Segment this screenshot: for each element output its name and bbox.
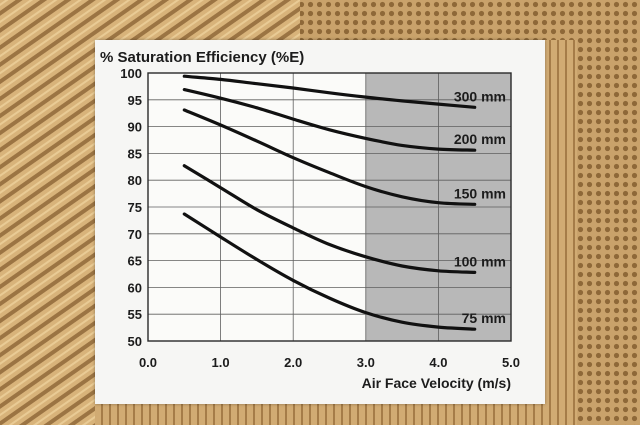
series-line-3: [182, 164, 477, 274]
y-tick-label-9: 95: [128, 93, 142, 108]
y-tick-labels: 50 55 60 65 70 75 80 85 90 95 100: [120, 66, 142, 349]
plot-frame: [147, 72, 512, 342]
plot-area: [147, 72, 512, 342]
series-line-4: [182, 212, 477, 331]
y-tick-label-1: 55: [128, 307, 142, 322]
efficiency-chart: % Saturation Efficiency (%E) Air Face Ve…: [100, 49, 520, 391]
y-tick-label-7: 85: [128, 146, 142, 161]
series-line-1: [182, 88, 477, 152]
x-tick-label-5: 5.0: [502, 355, 520, 370]
chart-title: % Saturation Efficiency (%E): [100, 49, 304, 66]
series-line-2: [182, 108, 477, 206]
y-tick-label-6: 80: [128, 173, 142, 188]
series-label-0: 300 mm: [454, 88, 506, 104]
series-label-4: 75 mm: [462, 310, 506, 326]
y-tick-label-0: 50: [128, 334, 142, 349]
y-tick-label-10: 100: [120, 66, 142, 81]
y-tick-label-5: 75: [128, 200, 142, 215]
y-tick-label-3: 65: [128, 254, 142, 269]
series-labels: 300 mm 200 mm 150 mm 100 mm 75 mm: [454, 88, 506, 326]
x-tick-label-0: 0.0: [139, 355, 157, 370]
series-label-2: 150 mm: [454, 185, 506, 201]
series-lines: [182, 74, 477, 331]
x-tick-label-4: 4.0: [429, 355, 447, 370]
series-label-3: 100 mm: [454, 253, 506, 269]
x-tick-label-3: 3.0: [357, 355, 375, 370]
y-tick-label-4: 70: [128, 227, 142, 242]
y-tick-label-2: 60: [128, 280, 142, 295]
series-line-0: [182, 74, 477, 109]
x-tick-label-2: 2.0: [284, 355, 302, 370]
x-tick-label-1: 1.0: [212, 355, 230, 370]
y-tick-label-8: 90: [128, 120, 142, 135]
x-axis-label: Air Face Velocity (m/s): [362, 375, 511, 391]
series-label-1: 200 mm: [454, 131, 506, 147]
x-tick-labels: 0.0 1.0 2.0 3.0 4.0 5.0: [139, 355, 520, 370]
